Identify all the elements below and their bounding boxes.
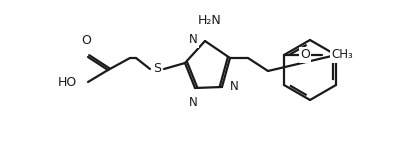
Text: N: N	[229, 80, 238, 92]
Text: CH₃: CH₃	[330, 49, 352, 61]
Text: HO: HO	[58, 75, 77, 89]
Text: N: N	[188, 96, 197, 109]
Text: N: N	[189, 34, 198, 47]
Text: H₂N: H₂N	[198, 14, 221, 27]
Text: S: S	[153, 62, 161, 75]
Text: O: O	[81, 34, 91, 47]
Text: O: O	[299, 49, 309, 61]
